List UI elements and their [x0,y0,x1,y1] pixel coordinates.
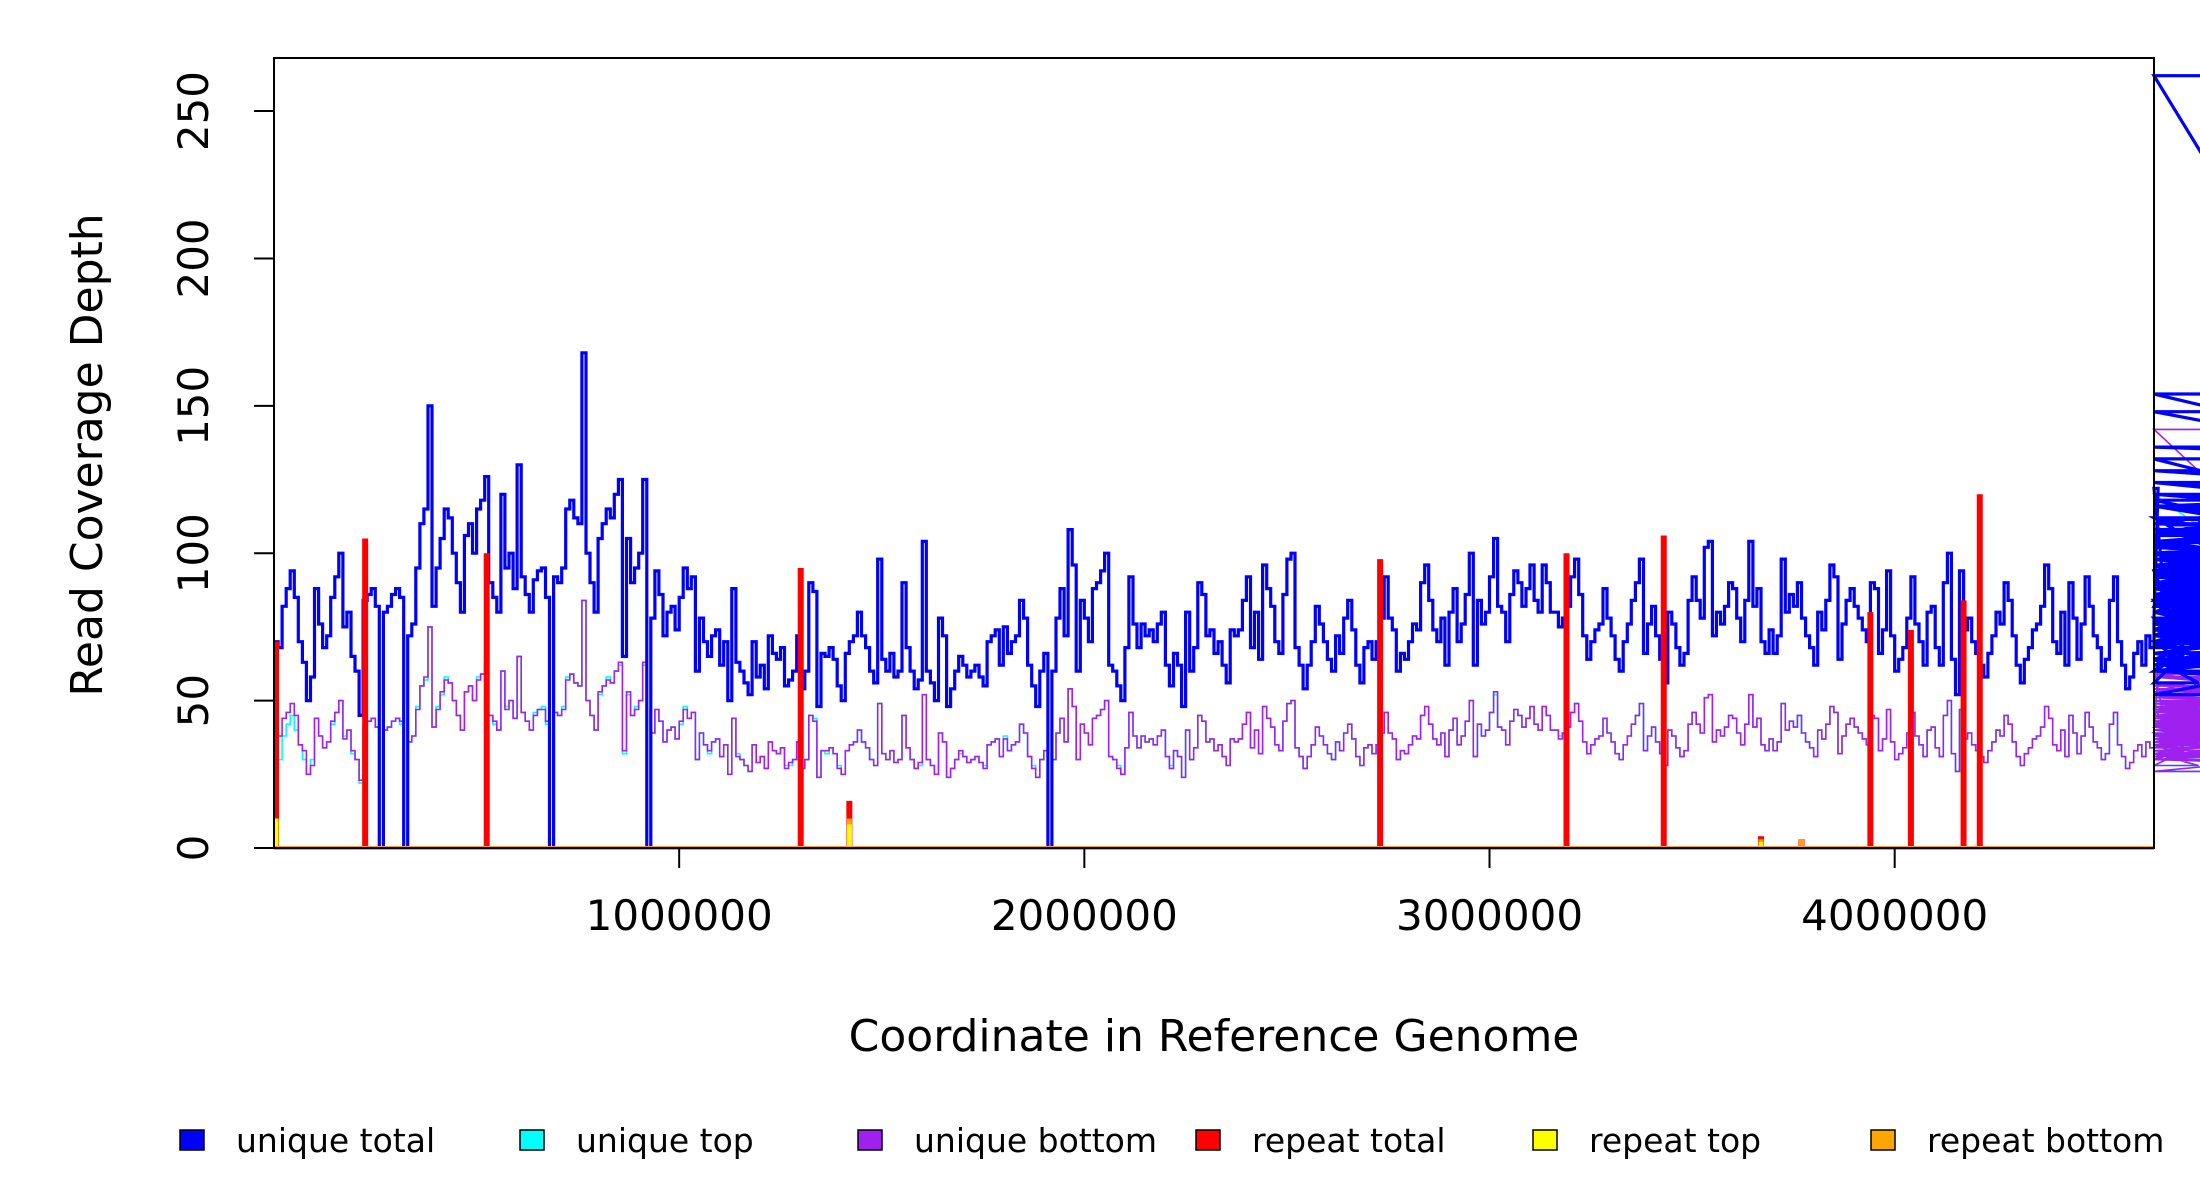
y-tick-label: 150 [169,366,218,446]
legend-swatch-unique-top [519,1129,545,1151]
legend-label-unique-top: unique top [576,1121,754,1160]
legend-swatch-unique-total [179,1129,205,1151]
legend-swatch-repeat-total [1195,1129,1221,1151]
y-tick-label: 50 [169,674,218,727]
y-tick-label: 0 [169,835,218,862]
legend-label-unique-bottom: unique bottom [914,1121,1157,1160]
y-tick-label: 250 [169,71,218,151]
legend-swatch-unique-bottom [857,1129,883,1151]
legend-swatch-repeat-top [1532,1129,1558,1151]
y-tick-label: 100 [169,513,218,593]
x-tick-label: 3000000 [1396,891,1583,940]
series-unique-total-line [274,74,2200,850]
legend-label-repeat-top: repeat top [1589,1121,1761,1160]
y-tick-label: 200 [169,218,218,298]
legend-swatch-repeat-bottom [1870,1129,1896,1151]
legend-label-repeat-total: repeat total [1252,1121,1446,1160]
series-layer [273,74,2200,850]
x-tick-label: 1000000 [586,891,773,940]
y-axis: 0 50 100 150 200 250 [169,71,275,862]
x-tick-label: 2000000 [991,891,1178,940]
legend: unique total unique top unique bottom repea… [179,1121,2164,1160]
x-axis-title: Coordinate in Reference Genome [849,1011,1580,1062]
x-tick-label: 4000000 [1801,891,1988,940]
x-axis: 1000000 2000000 3000000 4000000 [586,847,1988,940]
y-axis-title: Read Coverage Depth [62,213,113,696]
series-unique-bottom-line [274,428,2200,849]
legend-label-unique-total: unique total [236,1121,435,1160]
legend-label-repeat-bottom: repeat bottom [1927,1121,2164,1160]
